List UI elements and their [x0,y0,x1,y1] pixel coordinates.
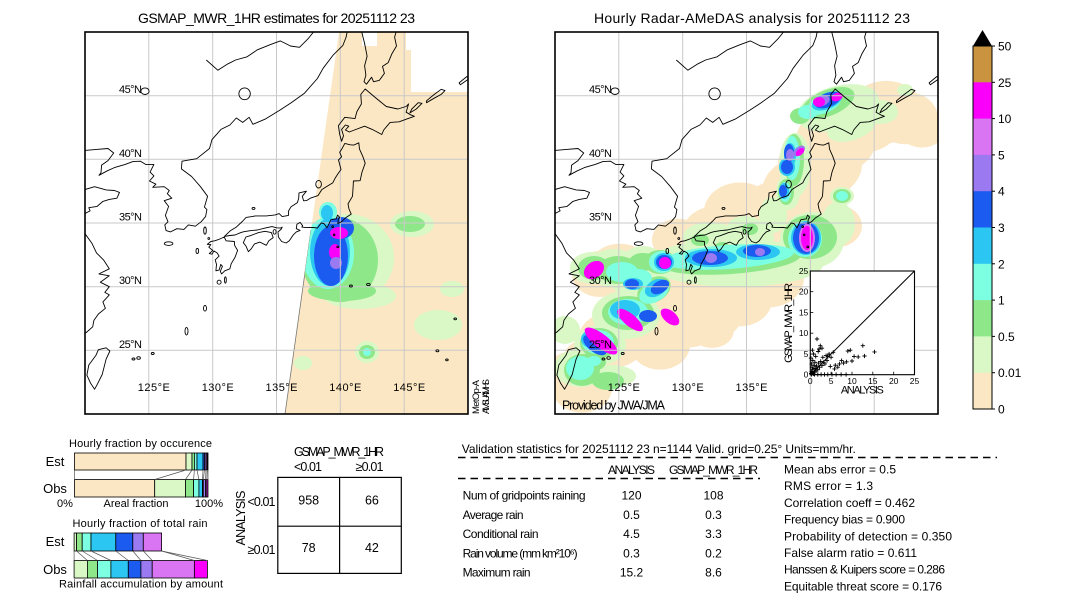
svg-text:15.2: 15.2 [620,566,644,580]
svg-text:GSMAP_MWR_1HR: GSMAP_MWR_1HR [783,283,795,363]
svg-text:25°N: 25°N [589,339,612,351]
svg-text:Probability of detection = 0.: Probability of detection = 0.350 [784,529,952,543]
svg-text:0.01: 0.01 [998,366,1022,380]
svg-text:Validation statistics for 2025: Validation statistics for 20251112 23 n=… [462,442,856,456]
svg-text:Obs: Obs [43,481,67,496]
svg-text:108: 108 [703,489,723,503]
svg-text:130°E: 130°E [672,382,704,394]
svg-text:0.5: 0.5 [623,508,640,522]
svg-text:125°E: 125°E [608,382,640,394]
svg-text:≥0.01: ≥0.01 [356,460,384,474]
svg-text:3.3: 3.3 [705,527,722,541]
svg-text:4: 4 [998,185,1005,199]
svg-text:135°E: 135°E [736,382,768,394]
svg-text:≥0.01: ≥0.01 [248,543,276,557]
svg-text:Frequency bias = 0.900: Frequency bias = 0.900 [784,513,905,527]
svg-text:Mean abs error = 0.5: Mean abs error = 0.5 [784,463,896,477]
svg-text:4.5: 4.5 [623,527,640,541]
svg-text:Average rain: Average rain [463,508,524,522]
svg-text:10: 10 [998,112,1012,126]
svg-text:Hourly fraction by occurence: Hourly fraction by occurence [69,438,212,450]
svg-text:120: 120 [621,489,641,503]
svg-text:<0.01: <0.01 [248,495,276,509]
svg-text:78: 78 [302,541,316,555]
svg-text:Est: Est [46,534,65,549]
svg-text:3: 3 [998,221,1005,235]
svg-text:8.6: 8.6 [705,566,722,580]
svg-text:20: 20 [799,287,809,297]
svg-text:Equitable threat score = 0.17: Equitable threat score = 0.176 [784,579,942,593]
svg-text:Hanssen & Kuipers score = 0.2: Hanssen & Kuipers score = 0.286 [784,563,945,577]
svg-text:125°E: 125°E [138,382,170,394]
svg-text:40°N: 40°N [119,148,142,160]
svg-text:0: 0 [808,376,813,386]
svg-text:Num of gridpoints raining: Num of gridpoints raining [463,489,586,503]
svg-text:25: 25 [910,376,920,386]
svg-text:Obs: Obs [43,562,67,577]
svg-text:<0.01: <0.01 [294,460,322,474]
svg-text:0%: 0% [57,498,73,510]
svg-text:35°N: 35°N [589,212,612,224]
svg-text:20: 20 [889,376,899,386]
svg-text:5: 5 [829,376,834,386]
svg-text:45°N: 45°N [119,84,142,96]
svg-text:0: 0 [804,370,809,380]
svg-text:10: 10 [799,328,809,338]
svg-text:ANALYSIS: ANALYSIS [841,385,884,397]
svg-text:False alarm ratio = 0.611: False alarm ratio = 0.611 [784,546,917,560]
svg-text:135°E: 135°E [266,382,298,394]
svg-text:0.3: 0.3 [705,508,722,522]
svg-text:GSMAP_MWR_1HR: GSMAP_MWR_1HR [294,445,384,459]
svg-text:145°E: 145°E [393,382,425,394]
svg-text:5: 5 [804,349,809,359]
svg-text:30°N: 30°N [119,275,142,287]
svg-text:Areal fraction: Areal fraction [104,498,169,510]
svg-text:RMS error = 1.3: RMS error = 1.3 [784,479,873,493]
svg-text:40°N: 40°N [589,148,612,160]
svg-text:15: 15 [799,308,809,318]
svg-text:25°N: 25°N [119,339,142,351]
svg-text:MetOp-A: MetOp-A [471,379,482,414]
svg-text:35°N: 35°N [119,212,142,224]
svg-text:Provided by JWA/JMA: Provided by JWA/JMA [562,399,666,413]
svg-text:50: 50 [998,40,1012,54]
svg-text:25: 25 [998,76,1012,90]
svg-text:ANALYSIS: ANALYSIS [234,491,248,546]
svg-text:GSMAP_MWR_1HR: GSMAP_MWR_1HR [669,463,758,477]
svg-text:Rainfall accumulation by amoun: Rainfall accumulation by amount [59,579,223,591]
svg-text:42: 42 [365,541,379,555]
svg-text:45°N: 45°N [589,84,612,96]
svg-text:66: 66 [365,494,379,508]
svg-text:0.3: 0.3 [623,546,640,560]
svg-text:AMSU-A/MHS: AMSU-A/MHS [481,379,492,414]
svg-text:0.5: 0.5 [998,330,1015,344]
svg-text:1: 1 [998,294,1005,308]
svg-text:GSMAP_MWR_1HR estimates for 20: GSMAP_MWR_1HR estimates for 20251112 23 [138,10,415,26]
svg-text:Correlation coeff = 0.462: Correlation coeff = 0.462 [784,496,915,510]
svg-text:Rain volume (mm km²10⁶): Rain volume (mm km²10⁶) [463,546,578,560]
svg-text:15: 15 [868,376,878,386]
svg-text:100%: 100% [195,498,223,510]
svg-text:Hourly Radar-AMeDAS analysis f: Hourly Radar-AMeDAS analysis for 2025111… [594,10,910,26]
svg-text:25: 25 [799,266,809,276]
svg-text:10: 10 [847,376,857,386]
svg-text:2: 2 [998,257,1005,271]
svg-text:Maximum rain: Maximum rain [463,566,531,580]
svg-text:Conditional rain: Conditional rain [463,527,539,541]
svg-text:ANALYSIS: ANALYSIS [608,463,655,477]
svg-text:30°N: 30°N [589,275,612,287]
svg-text:Hourly fraction of total rain: Hourly fraction of total rain [73,518,208,530]
svg-text:958: 958 [298,494,319,508]
svg-text:0.2: 0.2 [705,546,722,560]
svg-text:5: 5 [998,148,1005,162]
svg-text:140°E: 140°E [329,382,361,394]
svg-text:130°E: 130°E [202,382,234,394]
svg-text:Est: Est [46,454,65,469]
svg-text:0: 0 [998,403,1005,417]
